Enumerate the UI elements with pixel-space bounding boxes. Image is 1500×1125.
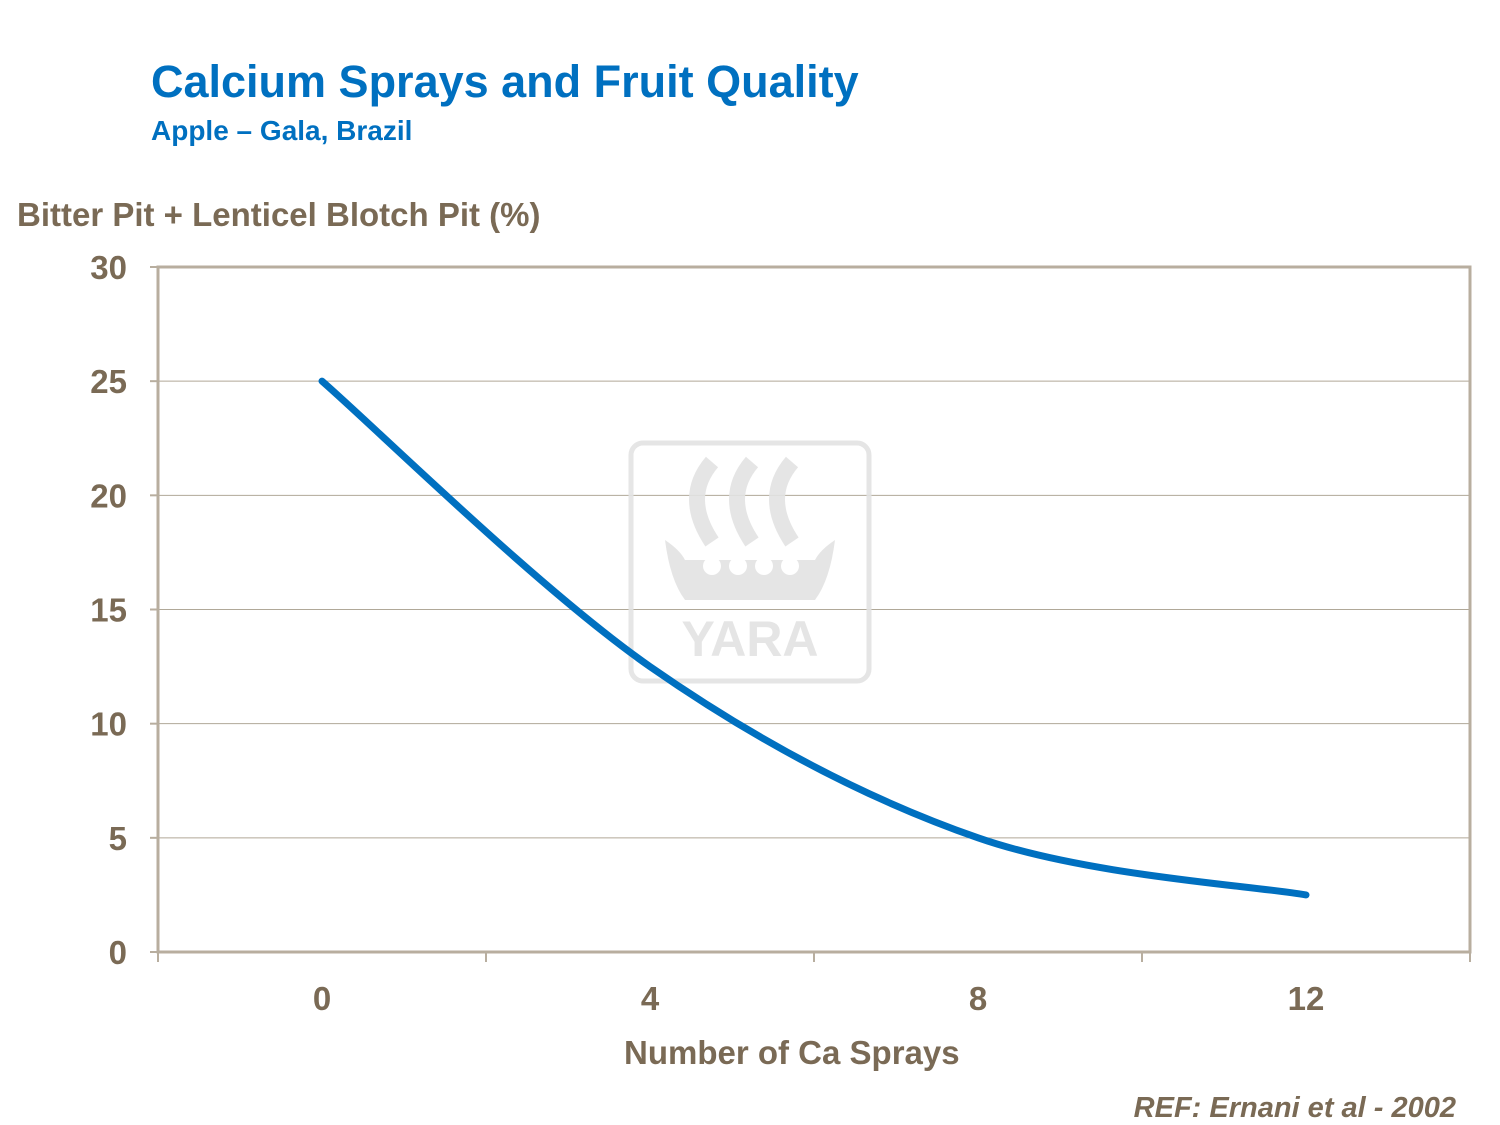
y-axis-label: Bitter Pit + Lenticel Blotch Pit (%): [17, 196, 541, 233]
y-tick-label: 5: [109, 820, 127, 857]
svg-text:YARA: YARA: [681, 611, 818, 667]
plot-frame: [156, 265, 1472, 954]
x-tick-label: 4: [641, 980, 660, 1017]
x-axis-label: Number of Ca Sprays: [624, 1034, 960, 1071]
x-tick-label: 0: [313, 980, 331, 1017]
x-tick-labels: 0 4 8 12: [313, 980, 1325, 1017]
y-tick-labels: 0 5 10 15 20 25 30: [90, 249, 127, 971]
gridlines: [150, 266, 1471, 962]
yara-watermark-logo: YARA: [628, 440, 872, 684]
chart-subtitle: Apple – Gala, Brazil: [151, 115, 413, 146]
x-tick-label: 12: [1288, 980, 1325, 1017]
y-tick-label: 30: [90, 249, 127, 286]
y-tick-label: 10: [90, 706, 127, 743]
chart-title: Calcium Sprays and Fruit Quality: [151, 56, 859, 107]
x-tick-label: 8: [969, 980, 987, 1017]
y-tick-label: 25: [90, 363, 127, 400]
y-tick-label: 0: [109, 934, 127, 971]
y-tick-label: 15: [90, 592, 127, 629]
reference-note: REF: Ernani et al - 2002: [1133, 1092, 1456, 1124]
series-line: [318, 377, 1310, 899]
y-tick-label: 20: [90, 477, 127, 514]
